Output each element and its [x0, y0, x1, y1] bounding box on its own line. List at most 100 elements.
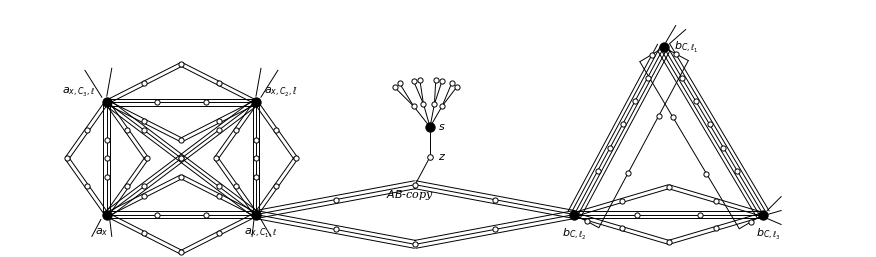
- Point: [174, 156, 188, 160]
- Point: [289, 156, 303, 160]
- Point: [212, 119, 226, 123]
- Point: [174, 156, 188, 160]
- Point: [269, 184, 283, 188]
- Point: [174, 250, 188, 254]
- Point: [212, 81, 226, 85]
- Point: [137, 194, 151, 198]
- Point: [80, 128, 94, 132]
- Point: [249, 100, 263, 104]
- Point: [450, 85, 464, 89]
- Point: [445, 81, 459, 85]
- Text: $b_{C,\ell_1}$: $b_{C,\ell_1}$: [674, 40, 698, 55]
- Point: [137, 119, 151, 123]
- Point: [406, 104, 420, 108]
- Point: [137, 231, 151, 235]
- Point: [212, 128, 226, 132]
- Point: [174, 62, 188, 66]
- Point: [640, 76, 654, 80]
- Point: [745, 219, 759, 224]
- Point: [731, 169, 745, 173]
- Point: [756, 213, 770, 217]
- Point: [717, 146, 731, 150]
- Point: [230, 128, 244, 132]
- Point: [249, 213, 263, 217]
- Point: [174, 175, 188, 179]
- Point: [392, 81, 406, 85]
- Text: $a_x$: $a_x$: [95, 226, 109, 238]
- Point: [568, 213, 582, 217]
- Point: [657, 45, 671, 50]
- Point: [137, 128, 151, 132]
- Point: [120, 184, 134, 188]
- Text: $a_{x,C_1,\ell}$: $a_{x,C_1,\ell}$: [244, 226, 278, 240]
- Point: [137, 81, 151, 85]
- Point: [614, 199, 628, 203]
- Point: [675, 76, 689, 80]
- Point: [408, 242, 422, 246]
- Point: [645, 52, 659, 57]
- Point: [249, 137, 263, 142]
- Point: [328, 227, 343, 232]
- Text: $a_{x,C_3,\ell}$: $a_{x,C_3,\ell}$: [61, 86, 95, 99]
- Point: [212, 184, 226, 188]
- Point: [100, 137, 114, 142]
- Point: [669, 52, 683, 56]
- Point: [616, 122, 630, 126]
- Point: [661, 185, 675, 189]
- Point: [100, 100, 114, 104]
- Text: $b_{C,\ell_2}$: $b_{C,\ell_2}$: [562, 226, 587, 242]
- Point: [212, 194, 226, 198]
- Point: [406, 79, 420, 83]
- Point: [150, 213, 164, 217]
- Point: [652, 114, 666, 118]
- Point: [580, 219, 594, 223]
- Text: $b_{C,\ell_3}$: $b_{C,\ell_3}$: [756, 226, 781, 242]
- Point: [488, 227, 502, 232]
- Point: [139, 156, 153, 160]
- Point: [614, 226, 628, 231]
- Point: [693, 213, 707, 217]
- Point: [435, 79, 449, 83]
- Point: [174, 138, 188, 142]
- Point: [416, 102, 430, 106]
- Point: [423, 125, 437, 129]
- Point: [661, 240, 675, 244]
- Text: $z$: $z$: [438, 152, 446, 162]
- Point: [630, 213, 644, 217]
- Point: [328, 198, 343, 202]
- Point: [413, 78, 427, 82]
- Point: [60, 156, 74, 160]
- Point: [199, 100, 213, 104]
- Point: [269, 128, 283, 132]
- Text: $AB$-copy: $AB$-copy: [386, 188, 434, 202]
- Text: $s$: $s$: [438, 122, 446, 132]
- Point: [212, 231, 226, 235]
- Point: [435, 104, 449, 108]
- Point: [150, 100, 164, 104]
- Point: [603, 146, 617, 150]
- Point: [423, 155, 437, 159]
- Point: [199, 213, 213, 217]
- Point: [709, 199, 723, 203]
- Point: [137, 184, 151, 188]
- Point: [80, 184, 94, 188]
- Point: [703, 122, 717, 126]
- Point: [209, 156, 223, 160]
- Point: [100, 175, 114, 179]
- Point: [621, 170, 635, 175]
- Point: [689, 99, 703, 103]
- Point: [249, 156, 263, 160]
- Point: [100, 213, 114, 217]
- Point: [628, 99, 642, 103]
- Point: [428, 78, 442, 82]
- Point: [120, 128, 134, 132]
- Point: [488, 198, 502, 202]
- Point: [100, 156, 114, 160]
- Text: $a_{x,C_2,\bar{\ell}}$: $a_{x,C_2,\bar{\ell}}$: [264, 86, 298, 99]
- Point: [666, 115, 680, 119]
- Point: [699, 172, 713, 176]
- Point: [230, 184, 244, 188]
- Point: [249, 175, 263, 179]
- Point: [427, 102, 442, 106]
- Point: [709, 226, 723, 231]
